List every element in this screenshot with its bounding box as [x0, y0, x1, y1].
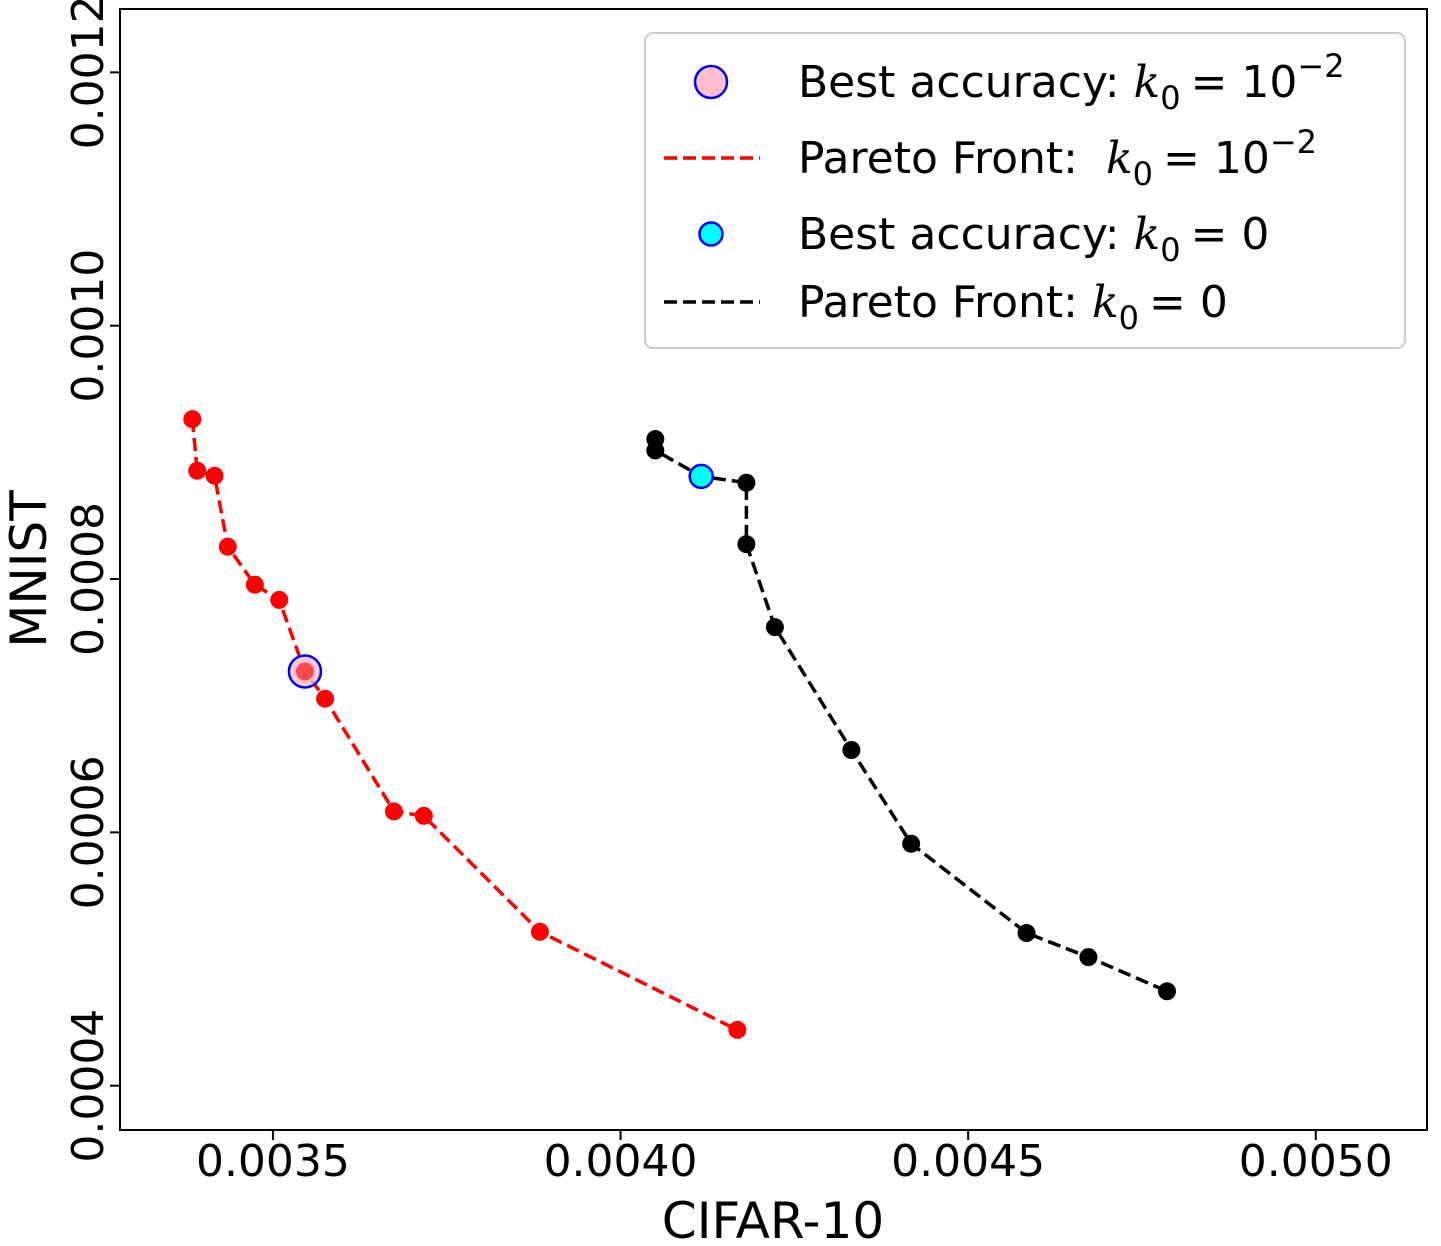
y-axis-label: MNIST — [0, 490, 58, 648]
y-tick-label: 0.0012 — [63, 0, 114, 149]
data-point-1-7 — [902, 834, 921, 853]
legend-sup: −2 — [1270, 123, 1317, 161]
data-point-1-6 — [842, 741, 861, 759]
legend-sub: 0 — [1119, 299, 1139, 337]
x-tick-label: 0.0045 — [891, 1136, 1045, 1187]
x-axis-label: CIFAR-10 — [662, 1192, 884, 1246]
x-tick-label: 0.0040 — [544, 1136, 698, 1187]
data-point-0-7 — [316, 689, 335, 708]
data-point-1-8 — [1017, 924, 1036, 943]
y-tick-label: 0.0006 — [63, 755, 114, 909]
legend-label-0: Best accuracy: k0 = 10−2 — [798, 47, 1345, 117]
data-point-0-9 — [414, 806, 433, 825]
legend-cyan-circle-icon — [698, 221, 724, 247]
data-point-1-9 — [1079, 948, 1098, 967]
legend-rhs: = 10 — [1163, 133, 1270, 184]
data-point-0-0 — [183, 410, 202, 429]
legend-var: k — [1092, 277, 1119, 328]
legend-label-3: Pareto Front: k0 = 0 — [798, 277, 1228, 337]
legend-label-2: Best accuracy: k0 = 0 — [798, 209, 1269, 269]
data-point-1-4 — [737, 535, 756, 554]
legend-prefix: Pareto Front: — [798, 277, 1092, 328]
x-axis-ticks: 0.0035 0.0040 0.0045 0.0050 — [196, 1130, 1393, 1187]
data-point-1-5 — [765, 618, 784, 637]
data-point-1-3 — [737, 473, 756, 492]
legend-rhs: = 0 — [1149, 277, 1228, 328]
legend-label-1: Pareto Front: k0 = 10−2 — [798, 123, 1317, 193]
y-tick-label: 0.0008 — [63, 502, 114, 656]
data-point-0-4 — [245, 575, 264, 594]
legend-prefix: Best accuracy: — [798, 209, 1134, 260]
legend-sup: −2 — [1297, 47, 1344, 85]
data-point-0-2 — [205, 466, 224, 485]
overlap-point — [295, 662, 314, 681]
legend-var: k — [1106, 133, 1133, 184]
data-point-0-1 — [188, 461, 207, 480]
data-point-1-1 — [646, 441, 665, 460]
data-point-0-11 — [728, 1020, 747, 1039]
data-point-0-8 — [384, 802, 403, 821]
legend-prefix: Best accuracy: — [798, 57, 1134, 108]
marker-layer — [287, 463, 714, 689]
x-tick-label: 0.0035 — [196, 1136, 350, 1187]
y-axis-ticks: 0.0004 0.0006 0.0008 0.0010 0.0012 — [63, 0, 120, 1163]
data-point-0-10 — [530, 922, 549, 941]
legend-rhs: = 10 — [1191, 57, 1298, 108]
legend-pink-circle-icon — [693, 64, 729, 100]
data-point-0-3 — [218, 537, 237, 556]
y-tick-label: 0.0010 — [63, 249, 114, 403]
legend-var: k — [1134, 209, 1161, 260]
legend-sub: 0 — [1160, 79, 1180, 117]
legend-sub: 0 — [1160, 231, 1180, 269]
series-layer — [183, 410, 1176, 1039]
data-point-1-10 — [1157, 982, 1176, 1001]
best-accuracy-marker-3 — [688, 463, 714, 490]
legend-box — [644, 32, 1406, 349]
legend-sub: 0 — [1133, 155, 1153, 193]
legend-prefix: Pareto Front: — [798, 133, 1106, 184]
legend-rhs: = 0 — [1191, 209, 1270, 260]
data-point-0-5 — [270, 590, 289, 609]
legend-var: k — [1134, 57, 1161, 108]
y-tick-label: 0.0004 — [63, 1009, 114, 1163]
x-tick-label: 0.0050 — [1239, 1136, 1393, 1187]
